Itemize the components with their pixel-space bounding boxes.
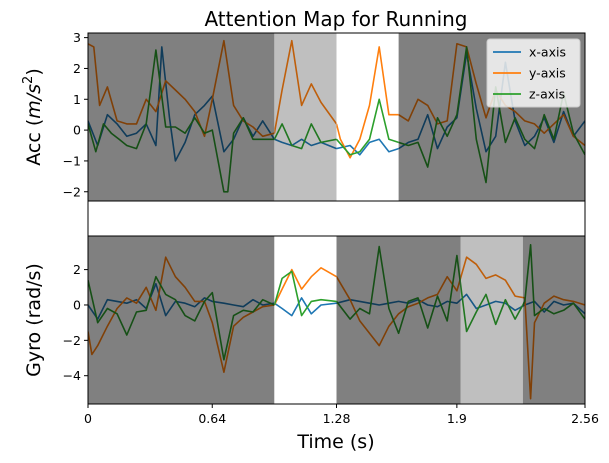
gyro-y-tick-label: −2	[63, 333, 81, 348]
acc-line-y-axis-segment-1	[88, 39, 275, 138]
gyro-line-x-axis-segment-4	[460, 293, 523, 312]
acc-line-x-axis-segment-3	[336, 138, 399, 156]
gyro-line-x-axis-segment-3	[336, 298, 461, 308]
acc-attention-band-3	[336, 33, 399, 201]
gyro-y-ticks: −4 −2 0 2	[63, 262, 88, 383]
acc-attention-band-2	[274, 33, 337, 201]
gyro-x-tick-label: 1.28	[323, 411, 351, 426]
gyro-line-z-axis-segment-4	[460, 279, 523, 333]
acc-y-tick-label: 1	[73, 92, 81, 107]
legend: x-axis y-axis z-axis	[486, 38, 581, 108]
acc-line-z-axis-segment-1	[88, 49, 275, 193]
gyro-attention-band-2	[274, 236, 337, 404]
gyro-line-y-axis-segment-2	[274, 267, 337, 306]
gyro-series-lines	[88, 244, 585, 400]
acc-y-tick-label: −2	[63, 184, 81, 199]
acc-line-z-axis-segment-4	[398, 46, 585, 184]
gyro-x-tick-label: 1.9	[447, 411, 467, 426]
acc-attention-bands	[88, 33, 585, 201]
gyro-line-y-axis-segment-4	[460, 256, 523, 299]
gyro-x-tick-label: 2.56	[571, 411, 599, 426]
acc-y-tick-label: 0	[73, 123, 81, 138]
x-axis-label: Time (s)	[296, 431, 374, 453]
gyro-y-tick-label: 0	[73, 297, 81, 312]
legend-box	[486, 38, 581, 108]
acc-line-y-axis-segment-2	[274, 39, 337, 134]
acc-series-lines	[88, 39, 585, 193]
acc-line-y-axis-segment-3	[336, 46, 399, 159]
gyro-line-x-axis-segment-1	[88, 282, 275, 320]
gyro-line-z-axis-segment-2	[274, 270, 337, 317]
gyro-line-z-axis-segment-3	[336, 245, 461, 335]
acc-panel: −2 −1 0 1 2 3 Acc (m/s2)	[21, 30, 586, 205]
acc-y-axis-label: Acc (m/s2)	[21, 68, 45, 166]
acc-line-z-axis-segment-3	[336, 98, 399, 156]
acc-y-tick-label: 3	[73, 30, 81, 45]
gyro-line-y-axis-segment-1	[88, 256, 275, 373]
gyro-attention-band-3	[336, 236, 461, 404]
gyro-line-y-axis-segment-3	[336, 274, 461, 347]
gyro-x-tick-label: 0.64	[198, 411, 226, 426]
gyro-line-x-axis-segment-2	[274, 297, 337, 317]
figure-title: Attention Map for Running	[204, 7, 467, 31]
gyro-attention-band-4	[460, 236, 523, 404]
separator-panel	[87, 200, 586, 237]
gyro-line-z-axis-segment-1	[88, 275, 275, 361]
gyro-x-tick-label: 0	[84, 411, 92, 426]
acc-attention-band-1	[88, 33, 275, 201]
legend-label-x-axis: x-axis	[529, 45, 566, 60]
gyro-attention-bands	[88, 236, 585, 404]
acc-y-tick-label: 2	[73, 61, 81, 76]
gyro-line-z-axis-segment-5	[522, 244, 585, 320]
gyro-attention-band-5	[522, 236, 585, 404]
acc-y-ticks: −2 −1 0 1 2 3	[63, 30, 88, 199]
acc-y-tick-label: −1	[63, 153, 81, 168]
acc-line-z-axis-segment-2	[274, 123, 337, 150]
gyro-attention-band-1	[88, 236, 275, 404]
legend-label-z-axis: z-axis	[529, 87, 565, 102]
gyro-y-tick-label: 2	[73, 262, 81, 277]
gyro-panel: −4 −2 0 2 0 0.64 1.28 1.9 2.56 Gyro (rad/s)	[23, 235, 599, 426]
gyro-x-ticks: 0 0.64 1.28 1.9 2.56	[84, 404, 599, 426]
gyro-line-y-axis-segment-5	[522, 295, 585, 400]
acc-line-x-axis-segment-4	[398, 52, 585, 153]
legend-label-y-axis: y-axis	[529, 66, 566, 81]
legend-entries: x-axis y-axis z-axis	[493, 45, 566, 102]
gyro-y-axis-label: Gyro (rad/s)	[23, 263, 45, 377]
acc-line-x-axis-segment-1	[88, 46, 275, 162]
gyro-y-tick-label: −4	[63, 368, 81, 383]
